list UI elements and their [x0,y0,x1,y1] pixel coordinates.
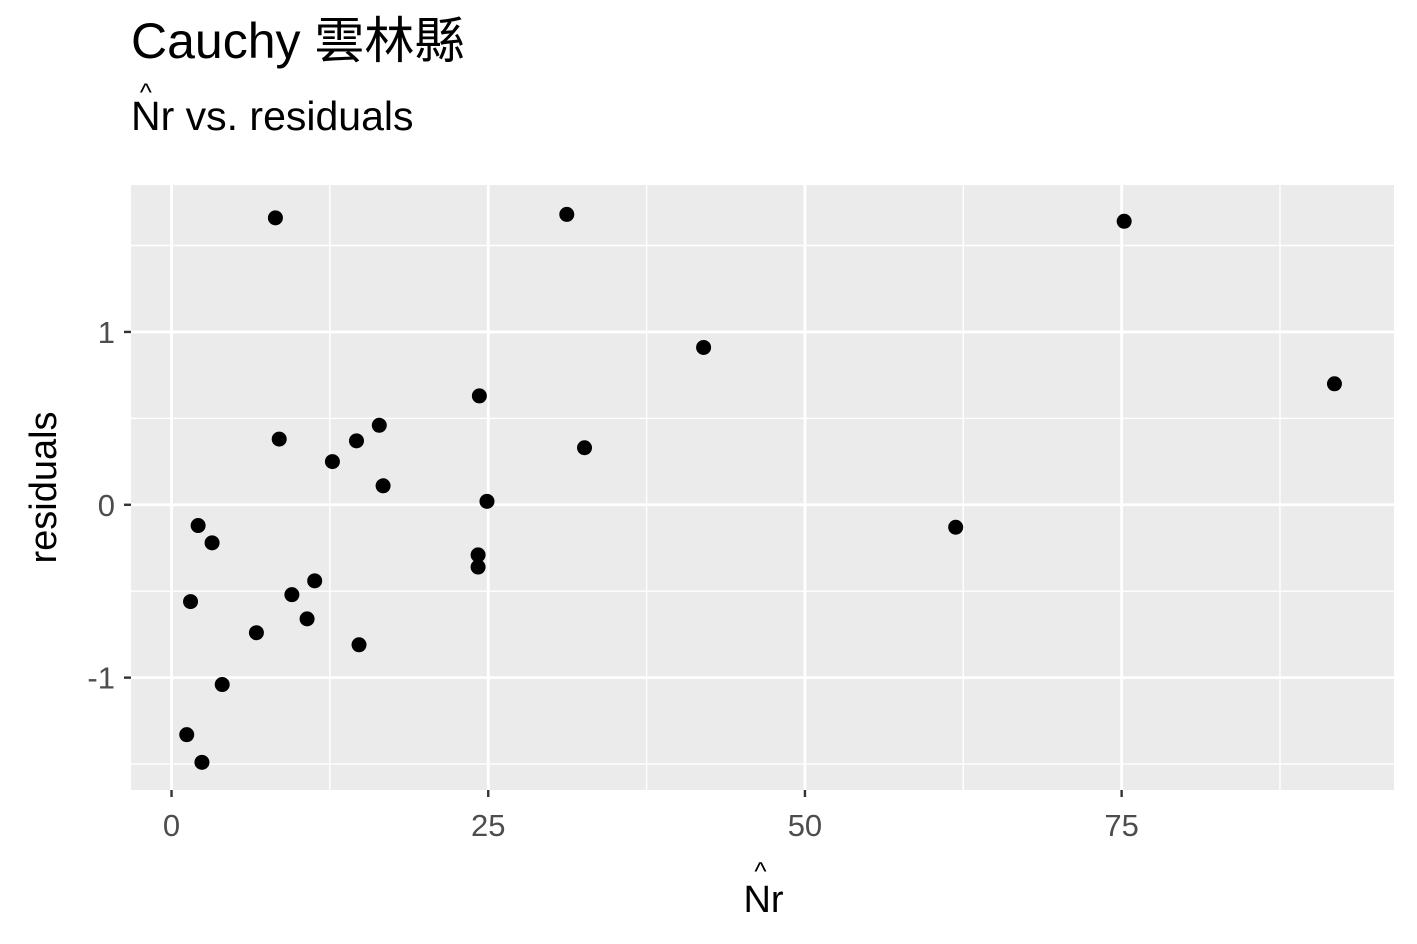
chart-title: Cauchy 雲林縣 [131,13,465,69]
data-point [371,417,387,433]
x-axis-label-hat: ^ [754,856,767,886]
data-point [577,440,593,456]
data-point [470,559,486,575]
x-tick-label: 25 [471,808,505,843]
subtitle-hat: ^ [139,79,152,108]
x-tick-label: 75 [1104,808,1138,843]
data-point [179,727,195,743]
x-tick-label: 0 [163,808,180,843]
x-axis-label-text: Nr [743,879,783,921]
y-tick-label: 1 [98,315,115,350]
data-point [271,431,287,447]
data-point [324,454,340,470]
data-point [559,206,575,222]
data-point [470,547,486,563]
data-point [351,637,367,653]
data-point [696,339,712,355]
data-point [214,677,230,693]
data-point [348,433,364,449]
data-point [204,535,220,551]
data-point [284,587,300,603]
subtitle-rest: r vs. residuals [160,93,414,139]
subtitle-hat-symbol: ^ N [131,80,161,141]
data-point [248,625,264,641]
data-point [194,754,210,770]
data-point [479,493,495,509]
data-point [190,518,206,534]
data-point [307,573,323,589]
x-axis-label: ^ Nr [743,856,783,921]
x-tick-label: 50 [788,808,822,843]
y-axis-label: residuals [23,411,65,563]
data-point [1326,376,1342,392]
y-axis-ticks: -1 0 1 [87,315,131,696]
minor-gridlines [131,185,1394,790]
y-tick-label: -1 [87,661,115,696]
plot-panel [131,185,1394,790]
data-point [267,210,283,226]
chart-subtitle: ^ N r vs. residuals [131,80,414,141]
data-point [948,519,964,535]
x-axis-label-base: N [743,879,770,921]
data-point [375,478,391,494]
data-point [471,388,487,404]
x-axis-ticks: 0 25 50 75 [163,790,1139,843]
data-point [183,594,199,610]
data-point [1116,213,1132,229]
major-gridlines [131,185,1394,790]
data-points [179,206,1342,770]
data-point [299,611,315,627]
subtitle-base: N [131,93,161,139]
y-tick-label: 0 [98,488,115,523]
x-axis-label-rest: r [771,879,784,921]
